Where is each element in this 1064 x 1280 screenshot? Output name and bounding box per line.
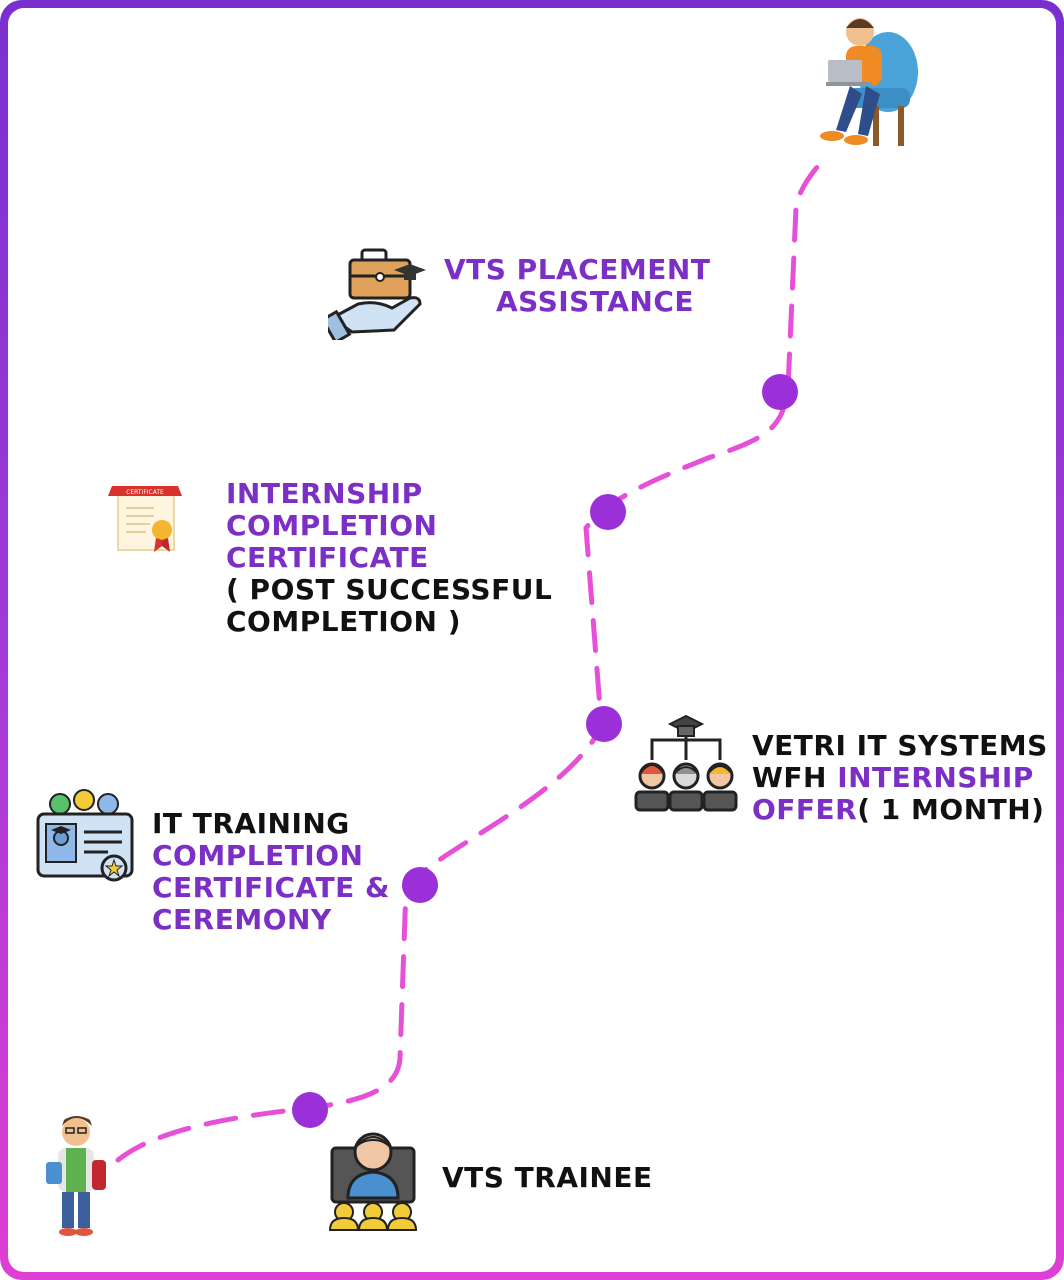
internship-offer-line3-highlight: OFFER [752, 793, 858, 826]
internship-offer-line2-prefix: WFH [752, 761, 838, 794]
internship-offer-line1: VETRI IT SYSTEMS [752, 729, 1048, 762]
path-node-internship-certificate [590, 494, 626, 530]
trainee-label: VTS TRAINEE [442, 1161, 653, 1194]
professional-at-laptop-figure [820, 18, 918, 146]
placement-line2: ASSISTANCE [496, 285, 695, 318]
internship-certificate-label: INTERNSHIP COMPLETION CERTIFICATE ( POST… [226, 478, 552, 638]
path-node-trainee [292, 1092, 328, 1128]
team-graduate-icon [634, 714, 738, 812]
internship-certificate-line4: ( POST SUCCESSFUL [226, 573, 553, 606]
path-node-placement [762, 374, 798, 410]
internship-certificate-line5: COMPLETION ) [226, 605, 462, 638]
training-certificate-line4: CEREMONY [152, 903, 332, 936]
training-certificate-label: IT TRAINING COMPLETION CERTIFICATE & CER… [152, 808, 390, 936]
placement-line1: VTS PLACEMENT [444, 253, 711, 286]
certificate-icon: CERTIFICATE [108, 486, 182, 552]
internship-offer-line2-highlight: INTERNSHIP [837, 761, 1034, 794]
internship-certificate-line3: CERTIFICATE [226, 541, 429, 574]
briefcase-hand-icon [328, 248, 426, 340]
internship-certificate-line1: INTERNSHIP [226, 477, 423, 510]
training-certificate-line2: COMPLETION [152, 839, 364, 872]
internship-offer-line3-duration: ( 1 MONTH) [857, 793, 1045, 826]
training-certificate-line1: IT TRAINING [152, 807, 350, 840]
path-node-internship-offer [586, 706, 622, 742]
placement-label: VTS PLACEMENT ASSISTANCE [444, 254, 710, 318]
path-node-training-certificate [402, 867, 438, 903]
svg-text:CERTIFICATE: CERTIFICATE [126, 489, 164, 496]
trainee-group-icon [328, 1132, 418, 1231]
internship-certificate-line2: COMPLETION [226, 509, 438, 542]
internship-offer-label: VETRI IT SYSTEMS WFH INTERNSHIP OFFER( 1… [752, 730, 1048, 826]
id-card-certificate-icon [36, 789, 134, 882]
career-path [115, 163, 821, 1163]
training-certificate-line3: CERTIFICATE & [152, 871, 390, 904]
student-figure [46, 1116, 106, 1236]
roadmap-canvas: VTS PLACEMENT ASSISTANCE CERTIFICATE INT… [8, 8, 1056, 1272]
